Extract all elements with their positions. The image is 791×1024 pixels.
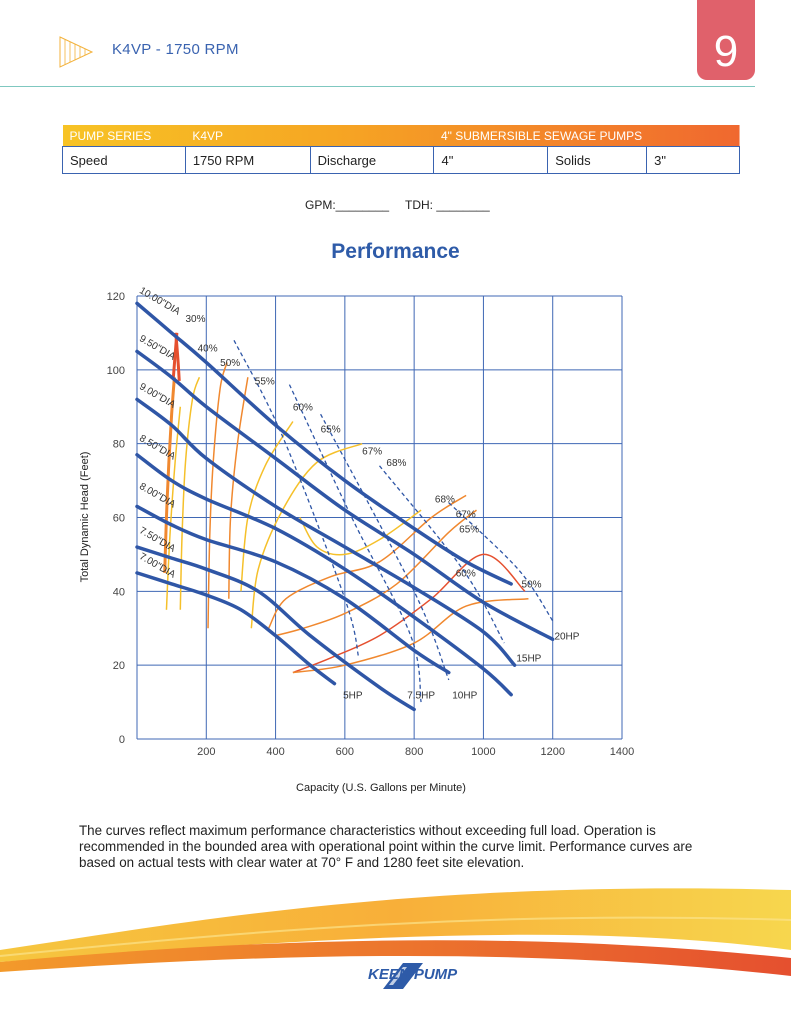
power-limit-line xyxy=(378,465,505,644)
performance-chart: 200 400 600 800 1000 1200 1400020406080100120 … xyxy=(79,285,635,794)
x-axis-label: Capacity (U.S. Gallons per Minute) xyxy=(296,782,466,794)
y-tick-label: 60 xyxy=(113,513,125,525)
efficiency-label: 65% xyxy=(321,425,341,436)
efficiency-label: 50% xyxy=(522,580,542,591)
x-tick-label: 1000 xyxy=(471,746,495,758)
power-lines xyxy=(233,340,554,703)
efficiency-curve xyxy=(292,553,526,674)
efficiency-curve xyxy=(207,362,228,629)
efficiency-label: 65% xyxy=(459,524,479,535)
speed-value: 1750 RPM xyxy=(184,146,311,174)
y-tick-label: 40 xyxy=(113,586,125,598)
impeller-curve xyxy=(135,349,555,642)
brand-name: KEEN PUMP xyxy=(368,966,458,983)
diameter-label: 10.00"DIA xyxy=(137,285,182,317)
chart-ticks: 200 400 600 800 1000 1200 1400 0 20 40 60 80 100 120 xyxy=(107,291,635,758)
pump-series-label: PUMP SERIES xyxy=(69,128,152,143)
x-tick-label: 800 xyxy=(405,746,423,758)
power-limit-line xyxy=(320,413,450,681)
keen-pump-logo-icon xyxy=(383,963,423,989)
diameter-label: 9.00"DIA xyxy=(137,381,177,411)
efficiency-curve xyxy=(228,377,249,599)
y-axis-label: Total Dynamic Head (Feet) xyxy=(79,452,91,583)
gpm-field: GPM:________ xyxy=(305,198,390,212)
impeller-curve xyxy=(135,397,517,667)
y-tick-label: 100 xyxy=(107,365,125,377)
power-label: 15HP xyxy=(516,653,541,664)
power-limit-line xyxy=(448,502,554,622)
efficiency-label: 55% xyxy=(255,377,275,388)
performance-title: Performance xyxy=(331,240,460,263)
x-tick-label: 400 xyxy=(266,746,284,758)
power-limit-line xyxy=(288,384,422,703)
y-tick-label: 80 xyxy=(113,439,125,451)
impeller-curve xyxy=(135,301,513,586)
solids-label: Solids xyxy=(547,146,648,174)
discharge-value: 4" xyxy=(433,146,549,174)
impeller-curve xyxy=(135,452,513,697)
header-divider xyxy=(0,86,755,87)
efficiency-label: 50% xyxy=(220,358,240,369)
y-tick-label: 120 xyxy=(107,291,125,303)
power-label: 20HP xyxy=(554,631,579,642)
y-tick-label: 20 xyxy=(113,660,125,672)
power-label: 7.5HP xyxy=(407,690,435,701)
curve-labels: 10.00"DIA9.50"DIA9.00"DIA8.50"DIA8.00"DI… xyxy=(137,285,580,701)
pump-series-value: K4VP xyxy=(192,128,224,143)
impeller-curve xyxy=(135,504,451,675)
diameter-label: 8.00"DIA xyxy=(137,481,177,511)
header-logo-icon xyxy=(59,36,94,68)
impeller-curve xyxy=(135,571,337,686)
y-tick-label: 0 xyxy=(119,734,125,746)
header-title: K4VP - 1750 RPM xyxy=(112,41,239,58)
efficiency-curve xyxy=(179,376,201,610)
efficiency-curve xyxy=(299,509,422,556)
spec-row: Speed 1750 RPM Discharge 4" Solids 3" xyxy=(62,146,740,174)
tdh-field: TDH: ________ xyxy=(405,198,490,212)
impeller-curves xyxy=(135,301,555,712)
impeller-curve xyxy=(135,545,416,712)
x-tick-label: 200 xyxy=(197,746,215,758)
pump-description: 4" SUBMERSIBLE SEWAGE PUMPS xyxy=(440,128,643,143)
footnote-paragraph: The curves reflect maximum performance c… xyxy=(79,823,693,870)
efficiency-curve xyxy=(163,377,176,573)
spec-table: PUMP SERIES K4VP 4" SUBMERSIBLE SEWAGE P… xyxy=(62,125,740,174)
speed-label: Speed xyxy=(62,146,186,174)
discharge-label: Discharge xyxy=(309,146,435,174)
x-tick-label: 1200 xyxy=(540,746,564,758)
spec-header-row: PUMP SERIES K4VP 4" SUBMERSIBLE SEWAGE P… xyxy=(62,125,740,147)
page-number: 9 xyxy=(697,0,755,80)
efficiency-label: 67% xyxy=(362,447,382,458)
power-limit-line xyxy=(233,340,360,658)
decorative-wave xyxy=(0,888,791,976)
x-tick-label: 1400 xyxy=(610,746,634,758)
efficiency-label: 60% xyxy=(293,402,313,413)
efficiency-label: 67% xyxy=(456,510,476,521)
efficiency-curve xyxy=(267,494,467,629)
efficiency-label: 68% xyxy=(386,458,406,469)
power-label: 10HP xyxy=(452,690,477,701)
efficiency-label: 30% xyxy=(186,314,206,325)
solids-value: 3" xyxy=(646,146,740,174)
efficiency-label: 40% xyxy=(198,343,218,354)
efficiency-label: 68% xyxy=(435,495,455,506)
diameter-label: 9.50"DIA xyxy=(137,333,177,363)
efficiency-label: 60% xyxy=(456,569,476,580)
power-label: 5HP xyxy=(343,690,363,701)
x-tick-label: 600 xyxy=(336,746,354,758)
